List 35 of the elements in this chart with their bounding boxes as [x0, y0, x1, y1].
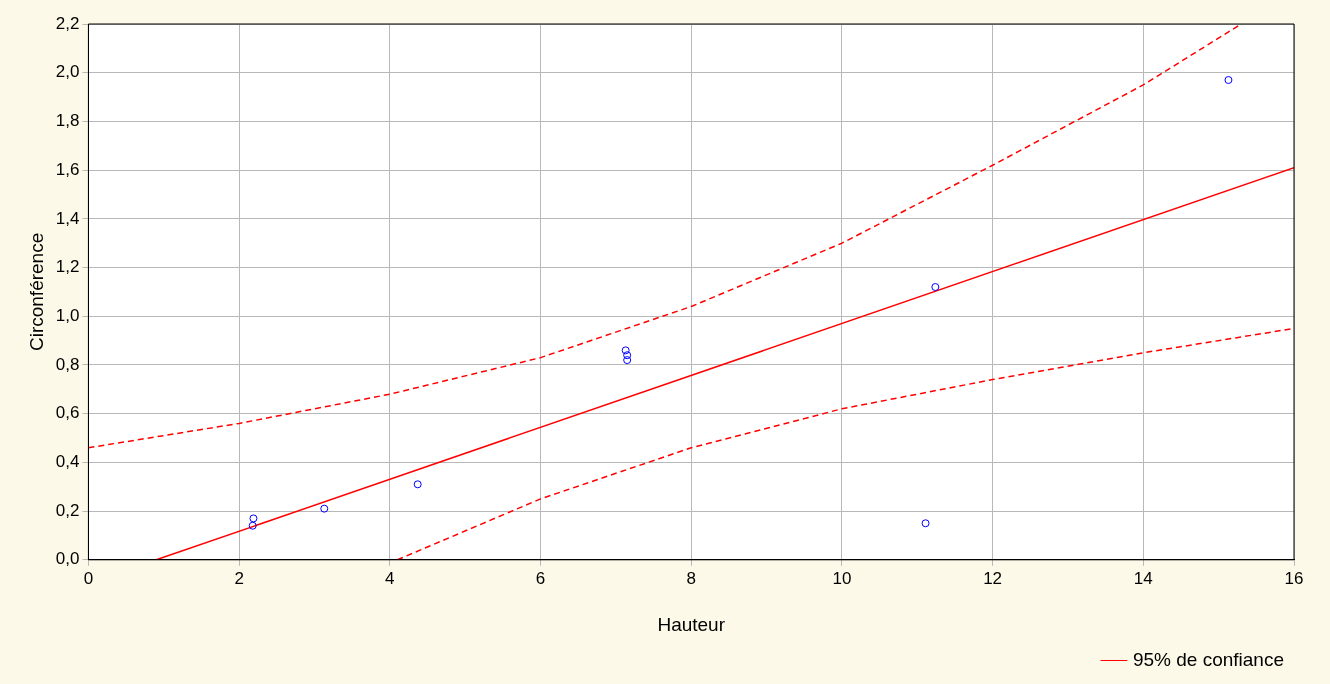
x-tick-label: 16 — [1284, 568, 1304, 588]
point — [621, 346, 630, 355]
x-tick-label: 6 — [535, 568, 546, 588]
x-tick-label: 8 — [686, 568, 696, 588]
point — [623, 356, 632, 365]
point — [248, 521, 257, 530]
y-tick-label: 0,6 — [55, 403, 80, 423]
line-series — [396, 327, 1294, 560]
y-tick-label: 2,2 — [55, 13, 80, 33]
point — [623, 351, 632, 360]
point — [320, 504, 329, 513]
x-tick-label: 12 — [983, 568, 1003, 588]
x-tick-label: 0 — [83, 568, 94, 588]
y-tick-label: 2,0 — [55, 62, 80, 82]
x-tick-label: 4 — [385, 568, 395, 588]
point — [249, 514, 258, 523]
y-tick-label: 0,0 — [55, 549, 80, 569]
x-tick-label: 2 — [234, 568, 244, 588]
x-axis-title: Hauteur — [657, 613, 726, 635]
point — [1224, 76, 1233, 85]
y-tick-label: 1,2 — [55, 257, 80, 277]
point — [931, 283, 940, 292]
y-tick-label: 1,4 — [55, 208, 80, 228]
y-tick-label: 0,4 — [55, 452, 80, 472]
y-tick-label: 1,6 — [55, 159, 80, 179]
y-tick-label: 1,8 — [55, 111, 80, 131]
y-tick-label: 0,2 — [55, 500, 80, 520]
x-tick-label: 10 — [832, 568, 852, 588]
point — [921, 519, 930, 528]
legend-label: 95% de confiance — [1132, 648, 1285, 670]
x-tick-label: 14 — [1133, 568, 1153, 588]
point — [413, 480, 422, 489]
y-axis-title: Circonférence — [25, 232, 47, 352]
y-tick-label: 0,8 — [55, 354, 80, 374]
y-tick-label: 1,0 — [55, 305, 80, 325]
